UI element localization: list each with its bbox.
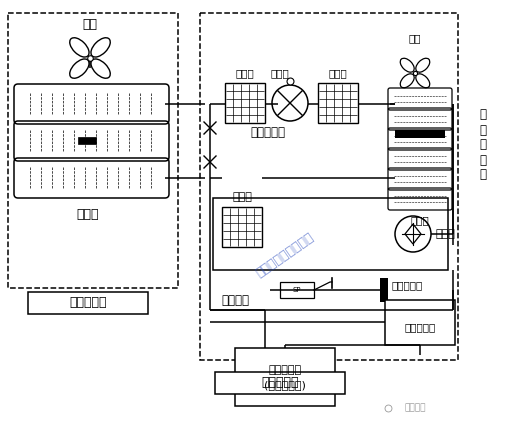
Text: (压缩机自带): (压缩机自带) — [264, 380, 306, 390]
Bar — [280, 282, 314, 298]
Text: 高压开关: 高压开关 — [221, 293, 249, 306]
Text: 过滤器: 过滤器 — [329, 68, 347, 78]
Text: 排气感温包: 排气感温包 — [392, 280, 423, 290]
Text: 过滤器: 过滤器 — [271, 68, 289, 78]
Bar — [78, 137, 96, 144]
Text: 室内机部分: 室内机部分 — [69, 297, 107, 309]
Text: 过滤器: 过滤器 — [232, 192, 252, 202]
Bar — [318, 83, 358, 123]
Bar — [385, 300, 455, 345]
Bar — [225, 83, 265, 123]
Bar — [395, 130, 445, 138]
Text: 电子膨胀阀: 电子膨胀阀 — [250, 125, 285, 138]
Text: 四通阀: 四通阀 — [435, 229, 455, 239]
Text: 制冷百科微信公众号: 制冷百科微信公众号 — [254, 230, 316, 280]
Text: 冷凝器: 冷凝器 — [411, 215, 429, 225]
Text: 室外机部分: 室外机部分 — [261, 376, 299, 390]
Bar — [222, 207, 262, 247]
Bar — [8, 13, 178, 288]
Text: 蒸发器: 蒸发器 — [77, 208, 99, 222]
Text: 风扇: 风扇 — [82, 19, 97, 32]
Text: 风扇: 风扇 — [409, 33, 421, 43]
Bar — [235, 348, 335, 406]
Bar — [28, 292, 148, 314]
Bar — [215, 372, 345, 394]
Bar — [380, 278, 388, 302]
Text: 气液分离器: 气液分离器 — [269, 365, 301, 375]
Bar — [200, 13, 458, 360]
Bar — [213, 198, 448, 270]
Text: 管
温
感
温
包: 管 温 感 温 包 — [480, 108, 486, 181]
Text: 变频压缩机: 变频压缩机 — [405, 322, 436, 332]
Text: 过滤器: 过滤器 — [236, 68, 255, 78]
Text: 制冷百科: 制冷百科 — [404, 403, 426, 412]
Text: SP: SP — [293, 287, 301, 293]
